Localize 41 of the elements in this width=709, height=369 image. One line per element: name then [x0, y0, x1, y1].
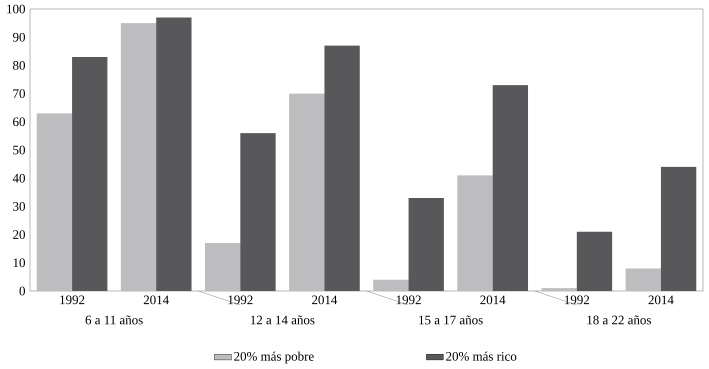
bar [240, 133, 276, 291]
y-tick-label: 40 [12, 174, 25, 183]
x-tick-label: 1992 [228, 296, 253, 304]
x-tick-label: 1992 [565, 296, 590, 304]
y-tick-label: 60 [13, 117, 25, 126]
bar [120, 23, 156, 291]
y-tick-label: 0 [20, 286, 25, 296]
bar [660, 166, 696, 291]
bar [204, 243, 240, 291]
x-tick-label: 2014 [648, 296, 674, 304]
x-tick-label: 2014 [144, 296, 169, 304]
x-tick-label: 2014 [312, 296, 338, 304]
x-tick-label: 2014 [480, 296, 506, 304]
y-tick-label: 30 [13, 202, 25, 211]
bar [324, 46, 360, 291]
text: 12 a 14 años [250, 316, 314, 324]
bar [576, 232, 612, 291]
bar [36, 113, 72, 291]
bar [408, 198, 444, 291]
bar [541, 288, 577, 291]
text: 15 a 17 años [419, 316, 483, 324]
x-tick-label: 1992 [396, 296, 421, 304]
bar [626, 268, 661, 291]
text: 6 a 11 años [86, 316, 143, 324]
bar [492, 85, 528, 291]
y-tick-label: 80 [13, 61, 25, 70]
bar [289, 94, 324, 291]
bar [457, 175, 493, 291]
x-tick-label: 1992 [60, 296, 84, 304]
y-tick-label: 50 [13, 146, 25, 154]
y-tick-label: 10 [14, 258, 25, 268]
y-tick-label: 90 [12, 32, 25, 42]
y-tick-label: 20 [13, 230, 25, 239]
bar [72, 56, 108, 291]
bar [156, 17, 192, 291]
legend-label: 20% más pobre [234, 352, 314, 364]
text: 18 a 22 años [587, 316, 651, 324]
y-tick-label: 70 [13, 89, 25, 98]
bar [373, 280, 409, 291]
y-tick-label: 100 [7, 4, 25, 14]
legend-label: 20% más rico [446, 352, 516, 361]
